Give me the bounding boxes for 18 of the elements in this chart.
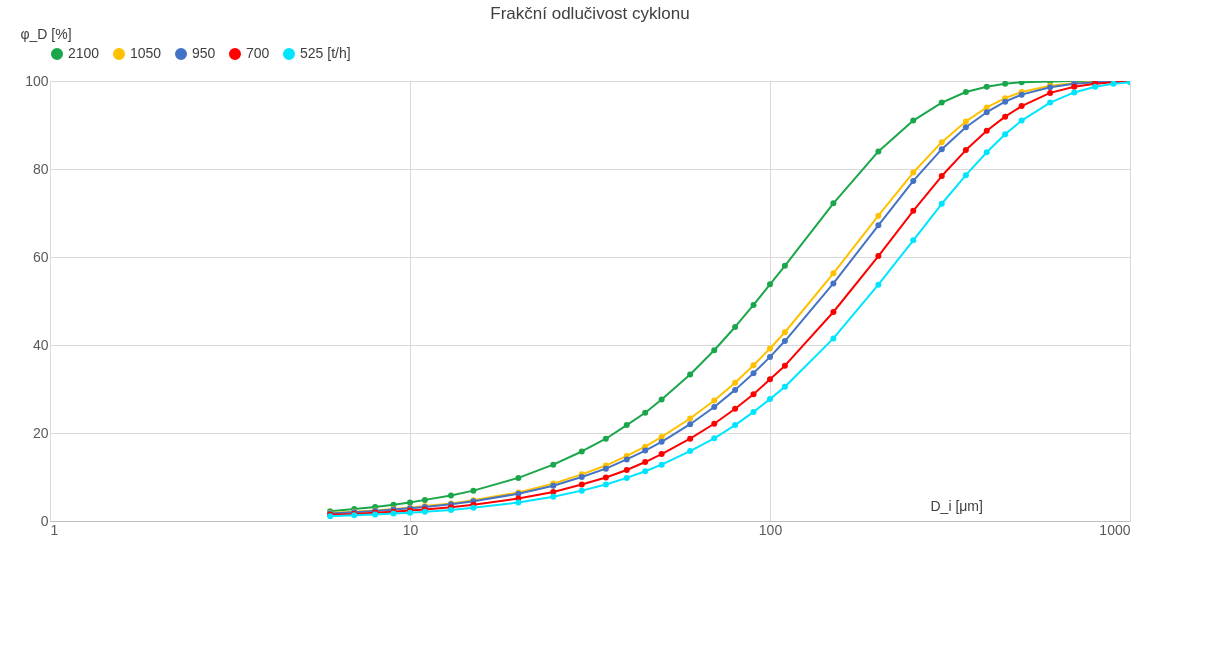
x-axis-title: D_i [μm] bbox=[930, 497, 983, 514]
y-tick-label: 80 bbox=[32, 160, 49, 177]
x-tick-label: 1000 bbox=[1099, 521, 1131, 538]
y-tick-label: 60 bbox=[32, 248, 49, 265]
legend-label: 1050 bbox=[130, 45, 162, 61]
y-tick-label: 0 bbox=[40, 512, 49, 529]
legend-label: 700 bbox=[246, 45, 270, 61]
y-tick-label: 20 bbox=[32, 424, 49, 441]
y-axis-title: φ_D [%] bbox=[20, 25, 72, 42]
legend-label: 2100 bbox=[68, 45, 100, 61]
legend-label: 525 [t/h] bbox=[300, 45, 351, 61]
y-tick-label: 100 bbox=[25, 72, 49, 89]
x-tick-label: 1 bbox=[50, 521, 59, 538]
y-tick-label: 40 bbox=[32, 336, 49, 353]
x-tick-label: 100 bbox=[758, 521, 783, 538]
chart-title: Frakční odlučivost cyklonu bbox=[490, 4, 690, 23]
legend-label: 950 bbox=[192, 45, 216, 61]
x-tick-label: 10 bbox=[402, 521, 419, 538]
